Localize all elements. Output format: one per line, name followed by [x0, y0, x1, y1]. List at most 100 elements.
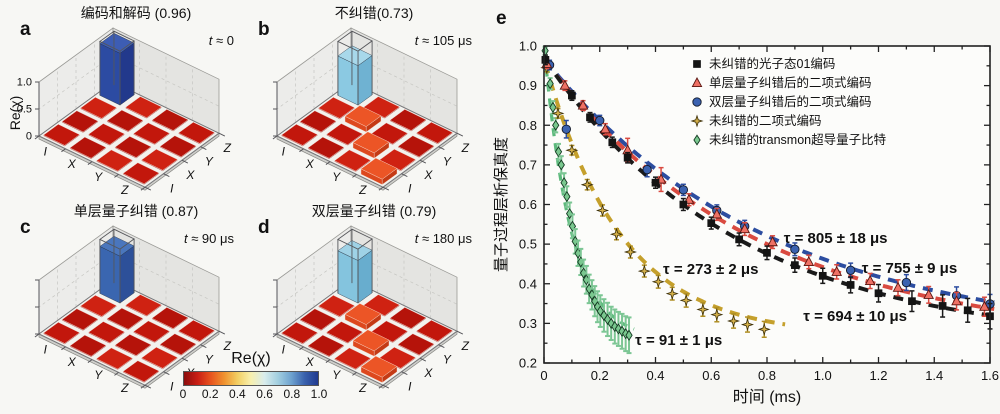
tile-flat	[299, 110, 337, 134]
y-tick-label: 0.7	[519, 157, 537, 172]
tile-flat	[69, 334, 107, 358]
legend-label: 未纠错的二项式编码	[709, 113, 822, 128]
colorbar-tick-label: 0.6	[256, 387, 273, 401]
tile-flat	[80, 97, 117, 120]
panel-letter: b	[258, 19, 270, 40]
tau-annotation: τ = 694 ± 10 μs	[803, 308, 907, 325]
tau-annotation: τ = 91 ± 1 μs	[635, 332, 722, 349]
data-point-transmon	[549, 101, 557, 114]
data-point-uncorrected-binomial	[727, 314, 741, 328]
axis-label-left: Z	[358, 183, 367, 197]
axis-label-right: Z	[223, 339, 232, 353]
panel-title: 单层量子纠错 (0.87)	[74, 203, 198, 219]
colorbar-label: Re(χ)	[231, 350, 271, 367]
data-point-single-layer	[831, 265, 843, 276]
axis-label-left: X	[305, 355, 315, 369]
wireframe-box	[337, 30, 373, 106]
tau-annotation: τ = 755 ± 9 μs	[862, 260, 957, 277]
panel-letter: d	[258, 217, 270, 238]
plot-frame	[543, 45, 991, 364]
tile-flat	[114, 334, 152, 357]
legend-label: 未纠错的光子态01编码	[709, 56, 835, 71]
tile-flat	[159, 135, 197, 158]
colorbar-gradient	[183, 371, 319, 386]
data-point-double-layer	[561, 124, 571, 134]
y-tick-label: 1.0	[519, 39, 537, 54]
panel-c-process-matrix-chart: IXYZIXYZ单层量子纠错 (0.87)t ≈ 90 μsc	[20, 203, 234, 395]
legend-item-double-layer: 双层量子纠错后的二项式编码	[692, 94, 872, 109]
x-tick-label: 0.6	[702, 368, 720, 383]
y-tick-label: 0.4	[519, 276, 537, 291]
y-tick-label: 0.3	[519, 316, 537, 331]
tile-flat	[281, 322, 318, 345]
data-point-uncorrected-binomial	[740, 318, 755, 332]
fit-line-double-layer	[543, 59, 995, 305]
data-point-uncorrected-binomial	[596, 203, 610, 217]
axis-label-left: I	[282, 342, 286, 356]
axis-label-left: X	[67, 157, 77, 171]
axis-label-right: Y	[443, 154, 452, 168]
axis-label-left: I	[44, 144, 48, 158]
tile-flat	[125, 96, 162, 119]
tile-raised	[352, 131, 390, 159]
data-point-uncorrected-01	[908, 297, 916, 306]
data-point-single-layer	[739, 223, 751, 234]
data-point-uncorrected-01	[586, 113, 594, 122]
tile-flat	[326, 321, 363, 344]
colorbar-tick-label: 1.0	[310, 387, 328, 401]
axis-label-left: Y	[94, 368, 103, 382]
z-tick-label: 0.5	[17, 104, 32, 116]
tile-flat	[389, 109, 427, 132]
series-single-layer	[541, 57, 990, 317]
data-point-double-layer	[901, 277, 912, 288]
time-annotation: t ≈ 180 μs	[415, 231, 473, 246]
tile-raised	[344, 105, 382, 133]
data-point-transmon	[546, 78, 554, 90]
axis-label-left: Z	[120, 381, 129, 395]
wireframe-box	[99, 30, 135, 106]
tile-flat	[307, 136, 345, 160]
data-point-uncorrected-01	[707, 219, 716, 227]
tile-raised	[344, 303, 382, 331]
data-point-transmon	[554, 146, 563, 158]
data-point-uncorrected-binomial	[651, 275, 665, 289]
data-point-single-layer	[599, 123, 611, 134]
legend-item-uncorrected-01: 未纠错的光子态01编码	[693, 56, 835, 71]
axis-label-left: Y	[94, 170, 103, 184]
fit-line-uncorrected-01	[543, 58, 995, 319]
axis-label-right: Y	[443, 352, 452, 366]
x-tick-label: 0	[540, 368, 547, 383]
data-point-single-layer	[892, 281, 904, 292]
data-point-uncorrected-binomial	[637, 264, 651, 278]
axis-label-left: X	[305, 157, 315, 171]
data-point-single-layer	[559, 79, 571, 90]
x-tick-label: 1.2	[869, 368, 887, 383]
data-point-uncorrected-binomial	[696, 302, 710, 317]
data-point-uncorrected-binomial	[580, 178, 594, 192]
axis-label-right: I	[408, 379, 412, 393]
z-axis-title: Re(χ)	[8, 96, 23, 131]
tile-flat	[106, 307, 144, 331]
tile-flat	[318, 97, 355, 120]
data-point-uncorrected-binomial	[565, 143, 579, 157]
data-point-transmon	[568, 220, 577, 232]
panel-title: 不纠错(0.73)	[335, 5, 414, 21]
legend-item-single-layer: 单层量子纠错后的二项式编码	[691, 75, 872, 90]
axis-label-right: X	[423, 366, 433, 380]
axis-label-left: X	[67, 355, 77, 369]
tile-flat	[122, 360, 160, 383]
y-tick-label: 0.9	[519, 78, 537, 93]
panel-letter-e: e	[496, 8, 507, 29]
data-point-single-layer	[864, 275, 876, 286]
wireframe-box	[99, 228, 135, 304]
y-tick-label: 0.2	[519, 356, 537, 371]
data-point-uncorrected-01	[679, 200, 688, 209]
data-point-single-layer	[923, 288, 935, 299]
tile-flat	[80, 295, 117, 318]
x-axis-title: 时间 (ms)	[733, 388, 801, 406]
x-tick-label: 1.4	[925, 368, 943, 383]
axis-label-left: I	[282, 144, 286, 158]
data-point-transmon	[560, 177, 568, 189]
